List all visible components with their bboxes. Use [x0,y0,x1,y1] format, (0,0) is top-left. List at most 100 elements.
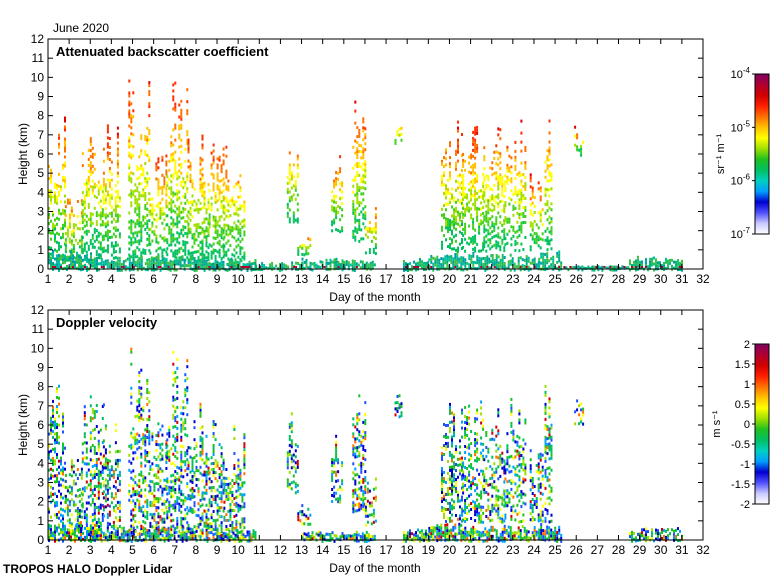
boundary-layer-segment [563,265,630,272]
x-tick-label: 2 [66,543,73,557]
doppler-colorbar-ticks: 2 1.5 1 0.5 0 -0.5 -1 -1.5 -2 [731,339,755,511]
x-tick-label: 6 [150,543,157,557]
cloud-column [128,79,151,263]
x-tick-label: 32 [696,272,710,286]
boundary-layer-segment [206,528,257,543]
cloud-column [166,350,189,534]
doppler-axes-frame [47,309,704,541]
cloud-column [504,119,527,253]
doppler-colorbar: 2 1.5 1 0.5 0 -0.5 -1 -1.5 -2 m s⁻¹ [711,339,770,511]
boundary-layer-segment [428,522,493,543]
cloud-column [529,449,544,523]
cloud-column [223,425,246,533]
doppler-colorbar-label: m s⁻¹ [711,410,723,438]
x-tick-label: 16 [358,543,372,557]
x-tick-label: 17 [379,272,393,286]
x-tick-label: 30 [654,272,668,286]
x-tick-label: 17 [379,543,393,557]
x-tick-label: 19 [422,272,436,286]
cloud-column [297,237,312,257]
colorbar-tick-label: 0.5 [735,399,750,411]
x-tick-label: 26 [570,272,584,286]
cloud-column [483,127,506,253]
backscatter-colorbar-ticks: 10-4 10-5 10-6 10-7 [731,66,755,241]
y-tick-label: 1 [37,514,44,528]
cloud-column [128,347,151,533]
boundary-layer-segment [301,530,346,543]
x-tick-label: 24 [527,543,541,557]
doppler-heatmap [48,347,683,543]
boundary-layer-segment [343,530,376,543]
x-tick-label: 18 [401,543,415,557]
x-tick-label: 21 [464,272,478,286]
y-tick-label: 4 [37,185,44,199]
x-tick-label: 7 [171,543,178,557]
x-tick-label: 19 [422,543,436,557]
x-tick-label: 21 [464,543,478,557]
cloud-column [187,134,210,262]
boundary-layer-segment [255,261,304,272]
cloud-column [102,124,121,260]
cloud-column [352,394,367,514]
x-tick-label: 32 [696,543,710,557]
boundary-layer-segment [538,250,563,272]
cloud-column [286,151,299,224]
cloud-column [64,198,83,263]
x-tick-label: 27 [591,543,605,557]
boundary-layer-segment [153,254,208,272]
cloud-column [394,126,403,145]
cloud-column [441,120,463,253]
cloud-column [544,384,553,524]
instrument-label: TROPOS HALO Doppler Lidar [3,562,173,576]
x-tick-label: 11 [253,543,266,557]
x-tick-label: 13 [295,272,309,286]
cloud-column [352,100,367,243]
y-tick-label: 10 [31,341,45,355]
y-tick-label: 4 [37,456,44,470]
colorbar-tick-label: 10-7 [731,226,751,241]
y-tick-label: 7 [37,399,44,413]
colorbar-tick-label: -1 [740,459,750,471]
x-tick-label: 24 [527,272,541,286]
y-tick-label: 8 [37,380,44,394]
cloud-column [364,477,377,527]
colorbar-tick-label: 1 [744,379,750,391]
x-tick-label: 3 [87,272,94,286]
doppler-title: Doppler velocity [56,315,158,330]
x-tick-label: 6 [150,272,157,286]
x-tick-label: 4 [108,543,115,557]
cloud-column [574,125,585,157]
cloud-column [166,81,189,262]
backscatter-colorbar-scale [754,73,770,235]
cloud-column [544,119,553,252]
boundary-layer-segment [153,524,208,543]
y-tick-label: 7 [37,128,44,142]
x-tick-label: 23 [506,272,520,286]
x-tick-label: 2 [66,272,73,286]
cloud-column [149,154,168,262]
cloud-column [64,459,83,534]
x-tick-label: 12 [274,272,288,286]
x-tick-label: 5 [129,543,136,557]
colorbar-tick-label: 10-5 [731,119,751,134]
y-tick-label: 8 [37,109,44,123]
cloud-column [81,137,104,257]
backscatter-ticks: 1 2 3 4 5 6 7 8 9 10 11 12 13 14 15 16 17 18 19 20 21 22 23 24 2… [31,32,710,286]
colorbar-tick-label: -1.5 [731,479,750,491]
y-tick-label: 9 [37,361,44,375]
x-tick-label: 10 [231,543,245,557]
y-tick-label: 0 [37,262,44,276]
x-tick-label: 9 [214,543,221,557]
y-tick-label: 6 [37,418,44,432]
x-tick-label: 1 [45,272,52,286]
cloud-column [364,207,377,256]
x-tick-label: 20 [443,272,457,286]
cloud-column [187,402,210,534]
doppler-ylabel: Height (km) [16,394,30,456]
cloud-column [529,173,544,252]
boundary-layer-segment [206,257,257,272]
colorbar-tick-label: -0.5 [731,439,750,451]
x-tick-label: 31 [675,543,689,557]
x-tick-label: 7 [171,272,178,286]
colorbar-tick-label: 10-6 [731,173,751,188]
